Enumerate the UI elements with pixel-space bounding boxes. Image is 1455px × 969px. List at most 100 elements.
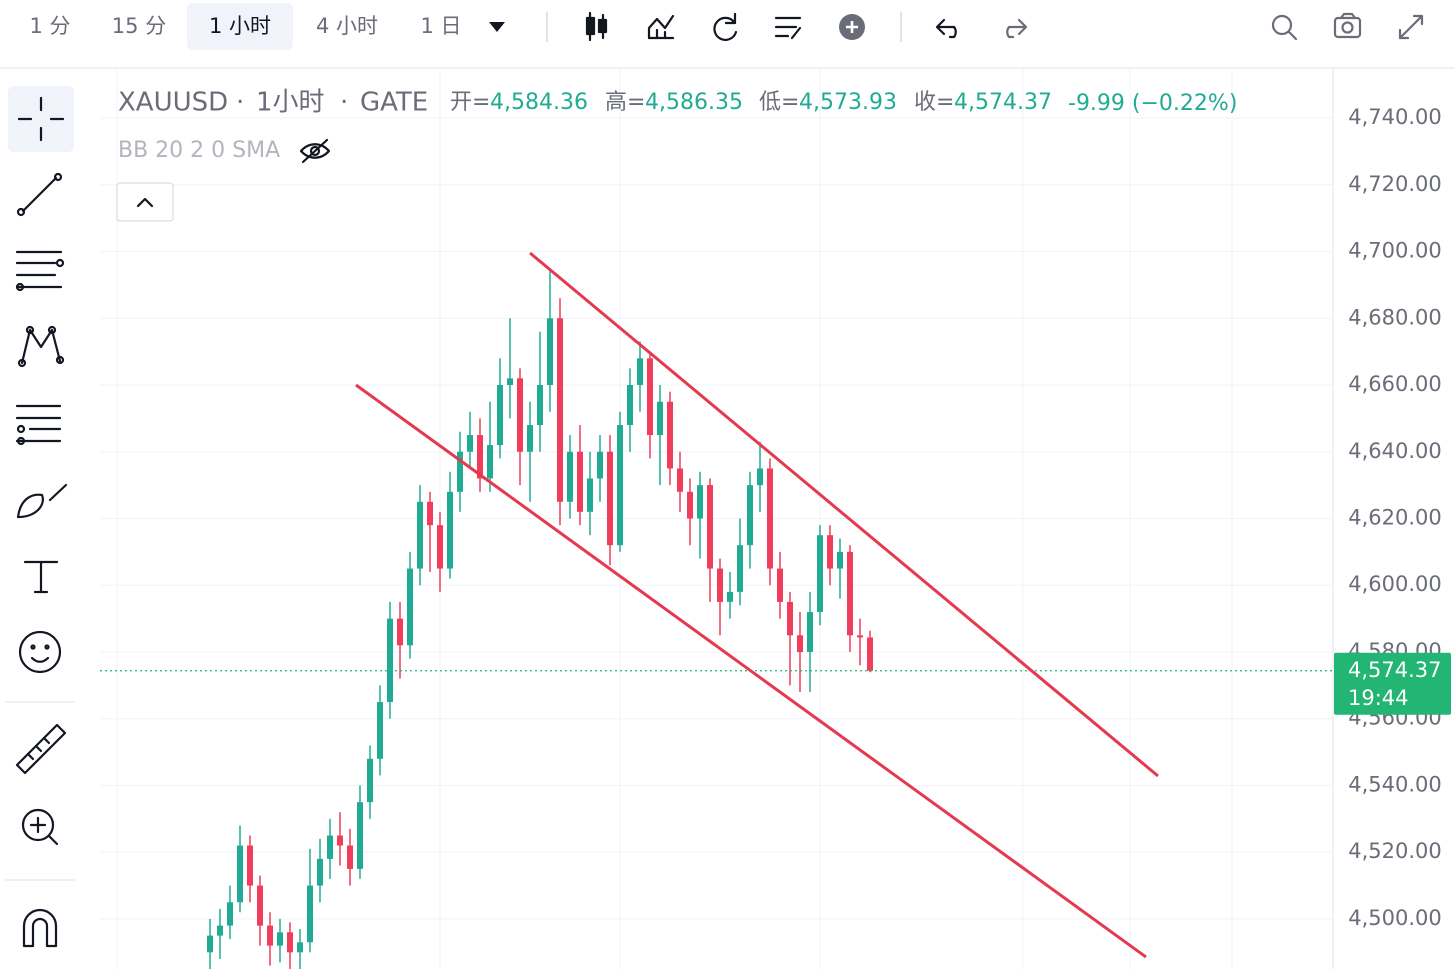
ruler-tool[interactable] — [15, 723, 67, 775]
channel-upper-line[interactable] — [529, 251, 1159, 778]
y-tick-label: 4,660.00 — [1348, 372, 1442, 396]
candle-body — [617, 425, 623, 546]
candle-body — [777, 568, 783, 602]
y-tick-label: 4,620.00 — [1348, 506, 1442, 530]
crosshair-tool[interactable] — [17, 96, 65, 142]
emoji-tool[interactable] — [18, 630, 62, 674]
candle-body — [867, 637, 873, 671]
fullscreen-button[interactable] — [1398, 14, 1424, 40]
dot: · — [236, 88, 244, 118]
candle-body — [587, 478, 593, 512]
candle-body — [767, 468, 773, 569]
hide-indicator-button[interactable] — [299, 138, 331, 164]
candle-body — [857, 635, 863, 638]
candle-body — [547, 318, 553, 386]
y-tick-label: 4,740.00 — [1348, 105, 1442, 129]
candle-body — [647, 358, 653, 436]
search-button[interactable] — [1271, 14, 1298, 41]
y-tick-label: 4,600.00 — [1348, 572, 1442, 596]
interval-button[interactable]: 4 小时 — [316, 14, 378, 38]
candle-body — [817, 535, 823, 612]
candle-body — [427, 501, 433, 526]
candle-body — [227, 902, 233, 926]
fib-tool[interactable] — [15, 404, 62, 446]
collapse-icon — [136, 197, 154, 208]
indicators-button[interactable] — [647, 14, 675, 40]
ohlc-label: 收= — [914, 90, 954, 115]
candle-body — [207, 935, 213, 953]
ohlc-value: 4,584.36 — [490, 90, 588, 115]
candle-body — [697, 485, 703, 519]
templates-button[interactable] — [774, 16, 802, 40]
trendline-tool[interactable] — [16, 172, 63, 217]
collapse-button[interactable] — [116, 182, 174, 222]
candle-body — [487, 445, 493, 479]
candle-body — [797, 635, 803, 652]
selected-tool-bg — [8, 86, 74, 152]
price-axis: 4,740.00 4,720.00 4,700.00 4,680.00 4,660.00… — [1334, 105, 1451, 930]
horizontal-lines-tool[interactable] — [15, 250, 65, 292]
candle-body — [337, 835, 343, 846]
ohlc-label: 高= — [605, 90, 645, 115]
ohlc-value: 4,574.37 — [954, 90, 1052, 115]
candle-body — [667, 401, 673, 469]
interval-button[interactable]: 1 小时 — [209, 14, 271, 38]
y-tick-label: 4,500.00 — [1348, 906, 1442, 930]
text-tool[interactable] — [23, 560, 59, 594]
last-price-box — [1334, 652, 1451, 715]
screenshot-button[interactable] — [1333, 12, 1362, 39]
pattern-tool[interactable] — [17, 325, 65, 368]
candle-body — [317, 858, 323, 886]
candle-body — [287, 932, 293, 953]
candle-body — [567, 451, 573, 502]
candle-body — [787, 601, 793, 636]
magnet-tool[interactable] — [22, 908, 58, 948]
channel-lower-line[interactable] — [355, 383, 1147, 959]
brush-tool[interactable] — [16, 483, 68, 519]
candle-body — [307, 885, 313, 943]
candle-body — [717, 568, 723, 602]
symbol: XAUUSD — [118, 88, 228, 118]
candle-body — [737, 545, 743, 592]
candle-body — [447, 491, 453, 569]
interval-button[interactable]: 1 日 — [420, 14, 461, 38]
candle-body — [827, 535, 833, 569]
zoom-tool[interactable] — [21, 808, 59, 846]
y-tick-label: 4,700.00 — [1348, 239, 1442, 263]
candle-body — [707, 485, 713, 569]
candle-body — [367, 758, 373, 803]
ohlc-label: 开= — [450, 90, 490, 115]
candle-body — [577, 451, 583, 512]
chart-type-button[interactable] — [585, 11, 608, 42]
candle-body — [217, 925, 223, 936]
candle-body — [557, 318, 563, 502]
candle-body — [247, 845, 253, 886]
interval-button[interactable]: 15 分 — [112, 14, 166, 38]
candle-body — [727, 591, 733, 602]
interval-dropdown[interactable] — [489, 22, 505, 32]
candle-body — [657, 401, 663, 436]
candle-body — [607, 451, 613, 546]
undo-button[interactable] — [935, 18, 957, 39]
replay-button[interactable] — [713, 12, 738, 41]
interval-button[interactable]: 1 分 — [29, 14, 70, 38]
redo-button[interactable] — [1006, 18, 1028, 39]
change: -9.99 (−0.22%) — [1068, 91, 1237, 116]
candle-body — [437, 525, 443, 569]
y-tick-label: 4,640.00 — [1348, 439, 1442, 463]
candle-body — [377, 702, 383, 759]
indicator-label[interactable]: BB 20 2 0 SMA — [118, 138, 280, 163]
candle-body — [417, 501, 423, 569]
candle-body — [387, 618, 393, 703]
candle-body — [837, 551, 843, 569]
y-tick-label: 4,540.00 — [1348, 772, 1442, 796]
candle-body — [297, 942, 303, 953]
candle-body — [327, 835, 333, 859]
y-tick-label: 4,680.00 — [1348, 305, 1442, 329]
interval: 1小时 — [256, 88, 325, 118]
candle-body — [747, 485, 753, 546]
candle-body — [397, 618, 403, 646]
candle-body — [527, 425, 533, 452]
